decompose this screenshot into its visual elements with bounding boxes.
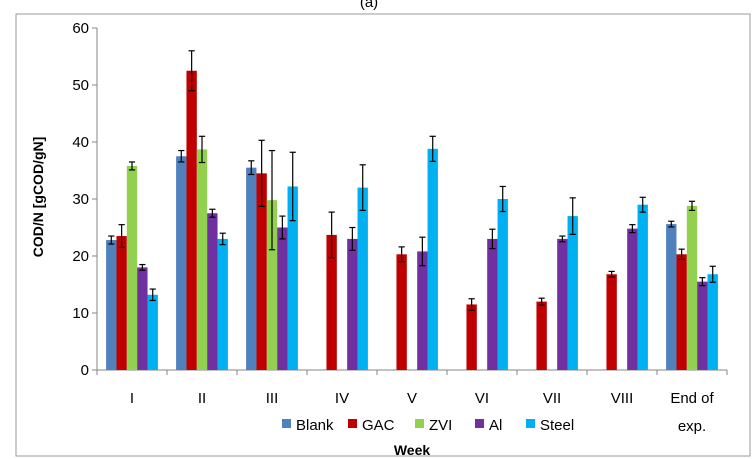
bar	[287, 186, 298, 370]
bar	[176, 156, 187, 370]
bar	[326, 234, 337, 370]
bar	[396, 254, 407, 370]
legend-swatch	[348, 419, 357, 428]
bar	[126, 165, 138, 370]
legend-swatch	[475, 419, 484, 428]
bar	[627, 228, 638, 370]
y-tick-label: 60	[72, 20, 89, 37]
bar	[666, 224, 677, 370]
axes: 0 10 20 30 40 50 60	[72, 20, 728, 379]
y-tick-label: 10	[72, 305, 89, 322]
y-tick-label: 0	[81, 362, 89, 379]
x-tick-label: VII	[543, 390, 561, 407]
legend-swatch	[526, 419, 535, 428]
bar	[106, 240, 117, 370]
y-axis-title: COD/N [gCOD/gN]	[30, 137, 46, 258]
x-tick-label: I	[130, 390, 134, 407]
bars	[106, 70, 718, 370]
bar	[606, 274, 617, 370]
legend-label: Blank	[296, 417, 334, 434]
legend-label: ZVI	[429, 417, 452, 434]
legend: Blank GAC ZVI Al Steel	[282, 417, 574, 434]
bar	[196, 149, 208, 370]
bar	[217, 238, 228, 370]
legend-label: GAC	[362, 417, 395, 434]
bar	[417, 251, 428, 370]
x-tick-label: exp.	[678, 418, 706, 435]
chart-title: (a)	[360, 0, 378, 11]
error-bars	[108, 50, 716, 311]
bar	[707, 274, 718, 370]
legend-swatch	[282, 419, 291, 428]
bar	[347, 238, 358, 370]
y-tick-label: 20	[72, 248, 89, 265]
bar	[116, 236, 127, 370]
bar	[266, 200, 278, 370]
bar	[246, 167, 257, 370]
bar	[186, 70, 197, 370]
x-tick-label: VI	[475, 390, 489, 407]
x-axis-title: Week	[394, 442, 431, 458]
bar	[697, 281, 708, 370]
bar	[466, 304, 477, 370]
bar	[497, 199, 508, 370]
bar	[676, 254, 687, 370]
x-tick-label: II	[198, 390, 206, 407]
x-tick-label: V	[407, 390, 417, 407]
x-tick-label: III	[266, 390, 279, 407]
bar	[536, 301, 547, 370]
bar	[137, 267, 148, 370]
y-tick-label: 50	[72, 77, 89, 94]
legend-label: Al	[489, 417, 502, 434]
x-tick-label: End of	[670, 390, 714, 407]
bar	[686, 205, 698, 370]
legend-swatch	[415, 419, 424, 428]
bar	[567, 216, 578, 370]
bar	[557, 238, 568, 370]
bar	[487, 238, 498, 370]
x-tick-label: IV	[335, 390, 349, 407]
chart-frame	[15, 13, 751, 457]
x-tick-label: VIII	[611, 390, 634, 407]
bar	[147, 294, 158, 370]
legend-label: Steel	[540, 417, 574, 434]
bar	[256, 173, 267, 370]
bar	[357, 187, 368, 370]
bar	[207, 213, 218, 370]
y-tick-label: 30	[72, 191, 89, 208]
bar	[427, 148, 438, 370]
y-tick-label: 40	[72, 134, 89, 151]
chart-border	[15, 13, 751, 457]
bar	[277, 227, 288, 370]
bar	[637, 204, 648, 370]
